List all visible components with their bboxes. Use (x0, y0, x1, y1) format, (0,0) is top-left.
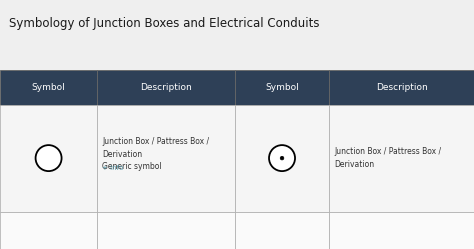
Bar (97, 212, 235, 249)
Text: + info: + info (102, 165, 124, 171)
Bar (235, 105, 329, 212)
Bar (97, 105, 235, 212)
Bar (235, 212, 329, 249)
Text: Description: Description (140, 83, 192, 92)
Text: Junction Box / Pattress Box /
Derivation: Junction Box / Pattress Box / Derivation (335, 147, 442, 169)
Text: Description: Description (376, 83, 428, 92)
Circle shape (269, 145, 295, 171)
Bar (329, 70, 474, 105)
Bar (235, 70, 329, 105)
Bar (0, 212, 97, 249)
Text: Symbology of Junction Boxes and Electrical Conduits: Symbology of Junction Boxes and Electric… (9, 17, 320, 30)
Circle shape (280, 156, 284, 160)
Bar (329, 212, 474, 249)
Circle shape (36, 145, 62, 171)
Text: Junction Box / Pattress Box /
Derivation
Generic symbol: Junction Box / Pattress Box / Derivation… (102, 137, 210, 171)
Bar (0, 70, 97, 105)
Text: Symbol: Symbol (265, 83, 299, 92)
Bar (329, 105, 474, 212)
Text: Symbol: Symbol (32, 83, 65, 92)
Bar (97, 70, 235, 105)
Bar (0, 105, 97, 212)
